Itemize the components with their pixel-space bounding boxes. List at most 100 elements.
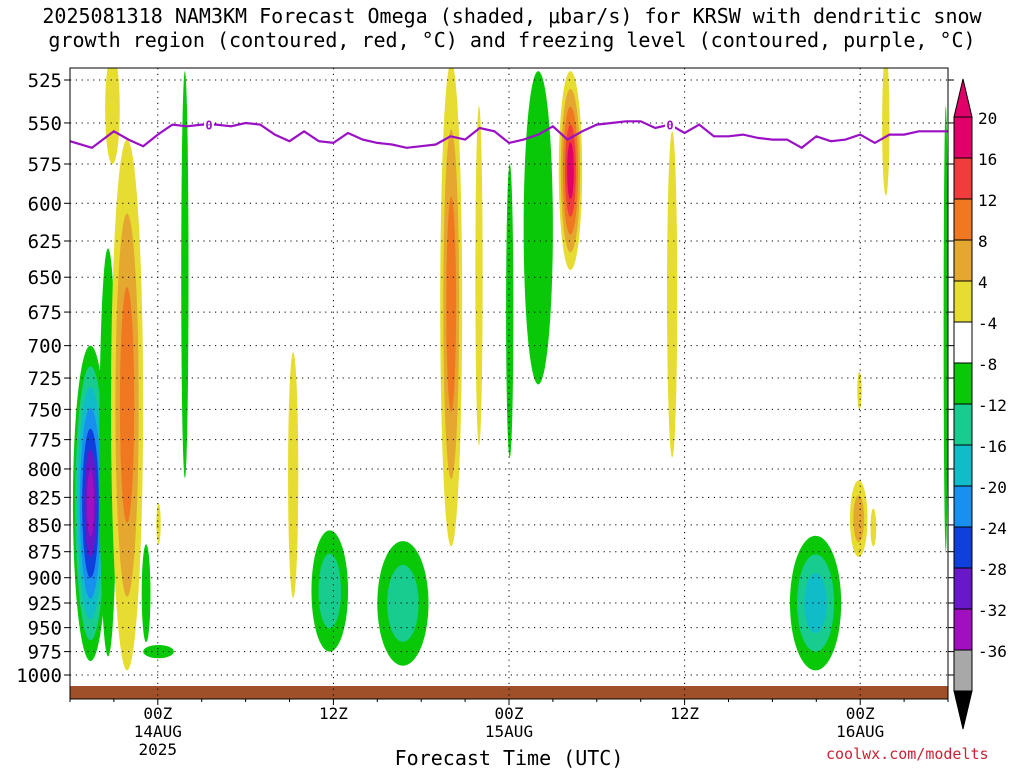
colorbar-band bbox=[953, 157, 973, 200]
omega-feature-descent-4 bbox=[141, 544, 151, 643]
y-tick-label: 800 bbox=[28, 459, 62, 481]
x-tick-label: 12Z bbox=[670, 704, 699, 723]
colorbar-band bbox=[953, 444, 973, 487]
y-tick-label: 850 bbox=[28, 515, 62, 537]
omega-feature-descent-22 bbox=[943, 106, 948, 552]
terrain-surface bbox=[70, 686, 948, 699]
omega-band bbox=[141, 544, 151, 643]
y-axis: 525 550 575 600 625 650 675 700 725 750 775 800 825 8… bbox=[16, 70, 954, 687]
y-tick-label: 625 bbox=[28, 231, 62, 253]
omega-band bbox=[105, 68, 120, 164]
colorbar-label: -36 bbox=[978, 642, 1007, 661]
colorbar-label: -12 bbox=[978, 396, 1007, 415]
y-tick-label: 775 bbox=[28, 430, 62, 452]
x-tick-label: 2025 bbox=[139, 740, 178, 759]
omega-band bbox=[857, 371, 862, 410]
omega-feature-ascent-6 bbox=[156, 502, 161, 545]
chart-title: 2025081318 NAM3KM Forecast Omega (shaded… bbox=[0, 4, 1024, 52]
surface-band bbox=[70, 686, 948, 699]
omega-feature-ascent-8 bbox=[288, 352, 299, 599]
x-tick-label: 00Z bbox=[495, 704, 524, 723]
y-tick-label: 575 bbox=[28, 154, 62, 176]
y-tick-label: 650 bbox=[28, 267, 62, 289]
y-tick-label: 525 bbox=[28, 70, 62, 92]
omega-feature-descent-17 bbox=[789, 535, 842, 671]
colorbar-label: 4 bbox=[978, 273, 988, 292]
y-tick-label: 750 bbox=[28, 399, 62, 421]
colorbar-band bbox=[953, 116, 973, 159]
omega-feature-ascent-16 bbox=[667, 131, 678, 458]
omega-band bbox=[870, 508, 877, 547]
omega-feature-descent-14 bbox=[523, 71, 553, 385]
colorbar-band bbox=[953, 239, 973, 282]
omega-band bbox=[318, 553, 341, 629]
omega-band bbox=[567, 142, 574, 200]
omega-band bbox=[523, 71, 553, 385]
freezing-label-bg bbox=[204, 118, 215, 131]
x-tick-label: 14AUG bbox=[134, 722, 182, 741]
omega-band bbox=[446, 196, 457, 412]
omega-feature-descent-5 bbox=[143, 644, 174, 659]
colorbar-band bbox=[953, 321, 973, 364]
omega-band bbox=[86, 470, 95, 537]
omega-feature-descent-9 bbox=[311, 530, 349, 652]
colorbar-label: -24 bbox=[978, 519, 1007, 538]
omega-feature-descent-0 bbox=[72, 345, 109, 662]
omega-feature-descent-10 bbox=[377, 541, 429, 666]
colorbar-band bbox=[953, 649, 973, 692]
omega-shading bbox=[72, 68, 948, 671]
omega-band bbox=[181, 71, 189, 479]
colorbar-label: -28 bbox=[978, 560, 1007, 579]
omega-band bbox=[506, 164, 514, 458]
x-tick-label: 16AUG bbox=[836, 722, 884, 741]
x-tick-label: 00Z bbox=[846, 704, 875, 723]
omega-band bbox=[667, 131, 678, 458]
colorbar-min-arrow bbox=[953, 690, 973, 730]
colorbar-label: 20 bbox=[978, 109, 997, 128]
omega-band bbox=[943, 106, 948, 552]
colorbar-band bbox=[953, 567, 973, 610]
omega-feature-ascent-19 bbox=[857, 371, 862, 410]
colorbar-band bbox=[953, 485, 973, 528]
colorbar-band bbox=[953, 403, 973, 446]
colorbar-max-arrow bbox=[953, 78, 973, 118]
omega-band bbox=[804, 573, 827, 633]
colorbar-label: -4 bbox=[978, 314, 997, 333]
omega-band bbox=[882, 68, 890, 196]
omega-band bbox=[853, 495, 865, 543]
y-tick-label: 1000 bbox=[16, 665, 62, 687]
colorbar-label: -8 bbox=[978, 355, 997, 374]
colorbar-label: -32 bbox=[978, 601, 1007, 620]
y-tick-label: 725 bbox=[28, 368, 62, 390]
omega-feature-descent-13 bbox=[506, 164, 514, 458]
colorbar-label: 16 bbox=[978, 150, 997, 169]
omega-feature-ascent-20 bbox=[870, 508, 877, 547]
dotted-grid bbox=[70, 68, 948, 699]
x-tick-label: 15AUG bbox=[485, 722, 533, 741]
y-tick-label: 925 bbox=[28, 593, 62, 615]
x-tick-label: 12Z bbox=[319, 704, 348, 723]
omega-band bbox=[143, 644, 174, 659]
y-tick-label: 550 bbox=[28, 113, 62, 135]
y-tick-label: 975 bbox=[28, 642, 62, 664]
omega-feature-ascent-21 bbox=[882, 68, 890, 196]
omega-feature-ascent-12 bbox=[475, 106, 483, 446]
y-tick-label: 825 bbox=[28, 487, 62, 509]
omega-band bbox=[475, 106, 483, 446]
freezing-level-label: 0 bbox=[205, 119, 212, 133]
credit-text: coolwx.com/modelts bbox=[826, 745, 989, 763]
omega-band bbox=[119, 287, 135, 523]
omega-feature-ascent-2 bbox=[105, 68, 120, 164]
y-tick-label: 700 bbox=[28, 336, 62, 358]
colorbar-band bbox=[953, 198, 973, 241]
omega-feature-ascent-18 bbox=[849, 480, 868, 557]
x-axis-label: Forecast Time (UTC) bbox=[395, 746, 624, 768]
colorbar: 20 16 12 8 4 -4 -8 -12 -16 -20 -24 -28 -32 -36 bbox=[953, 78, 1007, 730]
y-tick-label: 875 bbox=[28, 542, 62, 564]
colorbar-band bbox=[953, 608, 973, 651]
colorbar-band bbox=[953, 280, 973, 323]
omega-band bbox=[156, 502, 161, 545]
